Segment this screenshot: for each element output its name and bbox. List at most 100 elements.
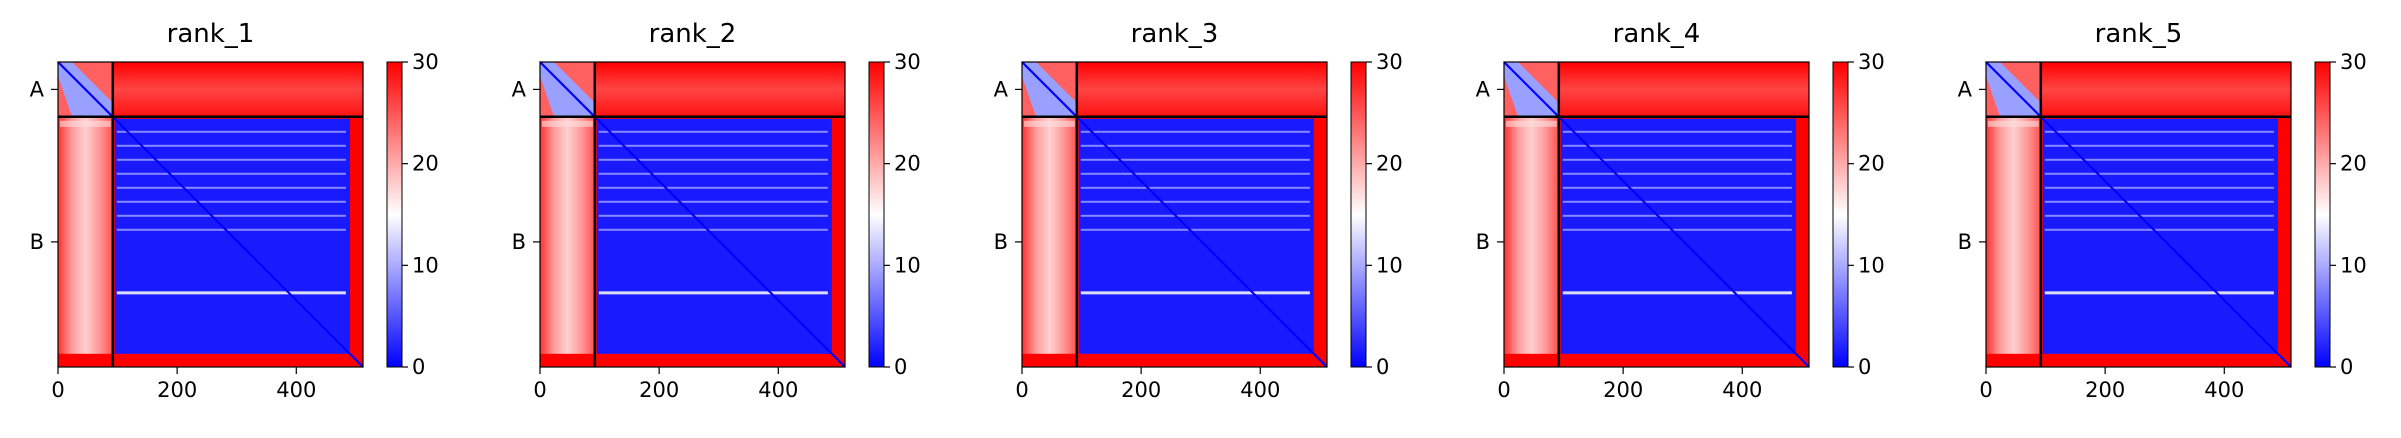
x-tick-label: 200 xyxy=(1121,378,1161,402)
chain-label: B xyxy=(512,230,526,254)
colorbar-tick-label: 10 xyxy=(894,253,921,277)
colorbar-tick-label: 10 xyxy=(2340,253,2367,277)
block-b-a xyxy=(1504,116,1559,354)
colorbar-tick-label: 0 xyxy=(2340,355,2353,379)
chain-label: A xyxy=(30,77,45,101)
block-b-b-stripe xyxy=(1080,144,1310,147)
plot-frame xyxy=(57,61,364,368)
chain-label: B xyxy=(994,230,1008,254)
block-b-b-stripe xyxy=(1562,228,1792,231)
colorbar-tick-label: 30 xyxy=(412,50,439,74)
x-tick-label: 200 xyxy=(1603,378,1643,402)
x-tick-label: 400 xyxy=(276,378,316,402)
colorbar-tick-label: 0 xyxy=(1858,355,1871,379)
block-b-b-stripe xyxy=(1562,158,1792,161)
block-b-b-stripe xyxy=(598,130,828,133)
block-b-b-stripe xyxy=(116,214,346,217)
block-b-a-band xyxy=(542,120,593,127)
block-b-a xyxy=(1022,116,1077,354)
block-b-b-stripe xyxy=(1562,214,1792,217)
x-tick-label: 400 xyxy=(1240,378,1280,402)
block-tail xyxy=(540,353,845,367)
colorbar xyxy=(1350,61,1367,368)
panel-5: rank_5 0 200 400 A B 0 10 20 30 xyxy=(1958,19,2367,402)
block-tail xyxy=(1986,353,2291,367)
block-b-b-stripe xyxy=(2044,144,2274,147)
colorbar-tick-label: 10 xyxy=(1376,253,1403,277)
panel-1: rank_1 0 200 400 A B 0 10 20 30 xyxy=(30,19,439,402)
diagonal xyxy=(1985,61,2292,368)
plot-frame xyxy=(1985,61,2292,368)
panel-2: rank_2 0 200 400 A B 0 10 20 30 xyxy=(512,19,921,402)
block-b-a xyxy=(58,116,113,354)
colorbar-tick-label: 20 xyxy=(2340,152,2367,176)
block-b-b-stripe xyxy=(1080,291,1310,295)
colorbar-tick-label: 30 xyxy=(1858,50,1885,74)
x-tick-label: 0 xyxy=(1015,378,1028,402)
block-a-b xyxy=(1558,62,1809,117)
block-b-b-stripe xyxy=(598,144,828,147)
block-b-b-stripe xyxy=(2044,214,2274,217)
panel-title: rank_2 xyxy=(649,19,737,49)
block-b-b-stripe xyxy=(116,186,346,189)
block-b-b-stripe xyxy=(1562,144,1792,147)
block-b-b-stripe xyxy=(598,172,828,175)
x-tick-label: 400 xyxy=(1722,378,1762,402)
block-a-b xyxy=(594,62,845,117)
diagonal xyxy=(1021,61,1328,368)
block-a-b xyxy=(1076,62,1327,117)
block-b-b-stripe xyxy=(1080,200,1310,203)
block-b-a-band xyxy=(60,120,111,127)
block-b-b-stripe xyxy=(116,200,346,203)
colorbar-tick-label: 10 xyxy=(412,253,439,277)
diagonal xyxy=(1503,61,1810,368)
chain-label: B xyxy=(30,230,44,254)
colorbar-tick-label: 30 xyxy=(894,50,921,74)
chain-label: A xyxy=(1476,77,1491,101)
panel-title: rank_3 xyxy=(1131,19,1219,49)
x-tick-label: 400 xyxy=(758,378,798,402)
diagonal xyxy=(57,61,364,368)
block-b-b-stripe xyxy=(1562,291,1792,295)
diagonal xyxy=(539,61,846,368)
block-b-b-stripe xyxy=(598,291,828,295)
block-b-b-stripe xyxy=(1080,186,1310,189)
block-tail xyxy=(58,353,363,367)
chain-label: B xyxy=(1958,230,1972,254)
plot-frame xyxy=(1503,61,1810,368)
panel-title: rank_1 xyxy=(167,19,255,49)
block-b-b-stripe xyxy=(116,291,346,295)
block-tail xyxy=(1022,353,1327,367)
block-b-a xyxy=(1986,116,2041,354)
chain-label: A xyxy=(994,77,1009,101)
plot-frame xyxy=(1021,61,1328,368)
x-tick-label: 200 xyxy=(157,378,197,402)
x-tick-label: 0 xyxy=(51,378,64,402)
block-b-b-stripe xyxy=(1080,228,1310,231)
block-b-b-stripe xyxy=(1080,130,1310,133)
block-b-b-stripe xyxy=(116,130,346,133)
x-tick-label: 0 xyxy=(1979,378,1992,402)
block-b-b-stripe xyxy=(598,214,828,217)
block-b-a xyxy=(540,116,595,354)
colorbar xyxy=(868,61,885,368)
panel-4: rank_4 0 200 400 A B 0 10 20 30 xyxy=(1476,19,1885,402)
block-b-b-stripe xyxy=(116,228,346,231)
colorbar-tick-label: 10 xyxy=(1858,253,1885,277)
block-b-b-stripe xyxy=(1080,214,1310,217)
block-b-b-stripe xyxy=(598,158,828,161)
block-tail xyxy=(1504,353,1809,367)
colorbar-tick-label: 20 xyxy=(412,152,439,176)
x-tick-label: 200 xyxy=(639,378,679,402)
colorbar-tick-label: 30 xyxy=(1376,50,1403,74)
colorbar-tick-label: 0 xyxy=(1376,355,1389,379)
x-tick-label: 200 xyxy=(2085,378,2125,402)
colorbar-tick-label: 0 xyxy=(894,355,907,379)
panel-title: rank_5 xyxy=(2095,19,2183,49)
x-tick-label: 0 xyxy=(533,378,546,402)
block-b-b-stripe xyxy=(1562,200,1792,203)
chain-label: A xyxy=(1958,77,1973,101)
colorbar-tick-label: 20 xyxy=(1376,152,1403,176)
panel-3: rank_3 0 200 400 A B 0 10 20 30 xyxy=(994,19,1403,402)
